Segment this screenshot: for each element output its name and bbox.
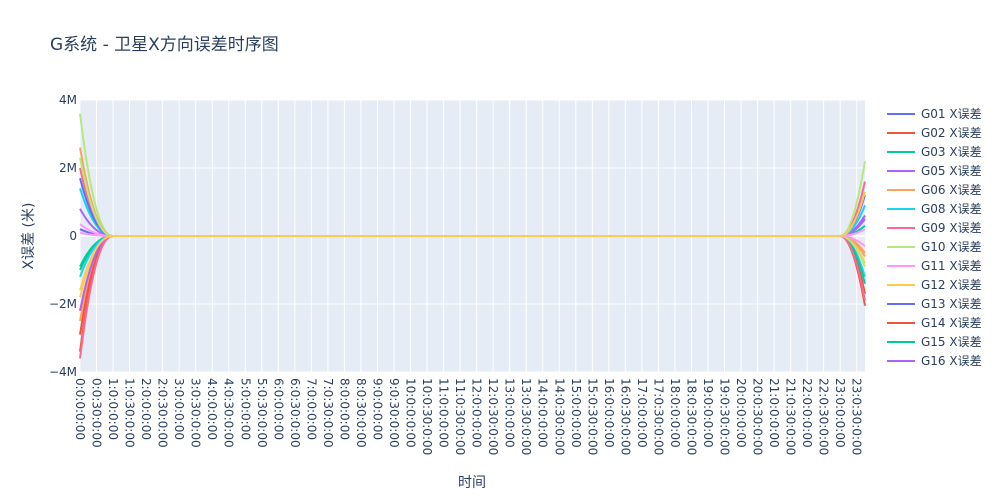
legend-label: G10 X误差 bbox=[921, 240, 982, 254]
x-tick-label: 11:0:0:0:00 bbox=[437, 378, 451, 448]
legend-label: G15 X误差 bbox=[921, 335, 982, 349]
x-tick-label: 11:0:30:0:00 bbox=[453, 378, 467, 455]
x-tick-label: 17:0:0:0:00 bbox=[635, 378, 649, 448]
x-tick-label: 9:0:0:0:00 bbox=[370, 378, 384, 440]
legend-label: G16 X误差 bbox=[921, 354, 982, 368]
x-tick-label: 12:0:30:0:00 bbox=[486, 378, 500, 455]
x-tick-label: 21:0:0:0:00 bbox=[767, 378, 781, 448]
x-tick-label: 13:0:30:0:00 bbox=[519, 378, 533, 455]
x-tick-label: 3:0:0:0:00 bbox=[172, 378, 186, 440]
legend-item[interactable]: G16 X误差 bbox=[887, 354, 982, 368]
x-tick-label: 18:0:30:0:00 bbox=[684, 378, 698, 455]
legend[interactable]: G01 X误差 G02 X误差 G03 X误差 G05 X误差 G06 X误差 G08 X… bbox=[887, 107, 982, 368]
y-axis-title: X误差 (米) bbox=[21, 203, 37, 270]
legend-item[interactable]: G11 X误差 bbox=[887, 259, 982, 273]
legend-item[interactable]: G08 X误差 bbox=[887, 202, 982, 216]
x-tick-label: 4:0:30:0:00 bbox=[222, 378, 236, 448]
legend-label: G12 X误差 bbox=[921, 278, 982, 292]
x-tick-label: 0:0:0:0:00 bbox=[73, 378, 87, 440]
legend-item[interactable]: G06 X误差 bbox=[887, 183, 982, 197]
legend-item[interactable]: G09 X误差 bbox=[887, 221, 982, 235]
x-tick-label: 10:0:30:0:00 bbox=[420, 378, 434, 455]
x-tick-label: 7:0:0:0:00 bbox=[304, 378, 318, 440]
legend-label: G06 X误差 bbox=[921, 183, 982, 197]
x-tick-label: 2:0:0:0:00 bbox=[139, 378, 153, 440]
x-tick-label: 23:0:30:0:00 bbox=[850, 378, 864, 455]
chart-title: G系统 - 卫星X方向误差时序图 bbox=[50, 35, 279, 55]
x-tick-label: 13:0:0:0:00 bbox=[503, 378, 517, 448]
legend-label: G02 X误差 bbox=[921, 126, 982, 140]
series-line-20 bbox=[79, 191, 866, 291]
x-tick-label: 8:0:0:0:00 bbox=[337, 378, 351, 440]
y-tick-label: 0 bbox=[69, 229, 77, 243]
x-tick-label: 6:0:0:0:00 bbox=[271, 378, 285, 440]
x-tick-label: 0:0:30:0:00 bbox=[90, 378, 104, 448]
x-tick-label: 19:0:30:0:00 bbox=[718, 378, 732, 455]
x-tick-label: 14:0:30:0:00 bbox=[552, 378, 566, 455]
legend-item[interactable]: G10 X误差 bbox=[887, 240, 982, 254]
y-tick-labels: 4M 2M 0 −2M −4M bbox=[49, 93, 77, 379]
legend-item[interactable]: G13 X误差 bbox=[887, 297, 982, 311]
legend-item[interactable]: G03 X误差 bbox=[887, 145, 982, 159]
legend-item[interactable]: G14 X误差 bbox=[887, 316, 982, 330]
x-tick-label: 16:0:30:0:00 bbox=[618, 378, 632, 455]
x-tick-label: 5:0:0:0:00 bbox=[238, 378, 252, 440]
x-tick-label: 4:0:0:0:00 bbox=[205, 378, 219, 440]
x-tick-label: 7:0:30:0:00 bbox=[321, 378, 335, 448]
x-tick-label: 8:0:30:0:00 bbox=[354, 378, 368, 448]
series-lines bbox=[79, 113, 866, 359]
x-tick-label: 12:0:0:0:00 bbox=[470, 378, 484, 448]
legend-label: G05 X误差 bbox=[921, 164, 982, 178]
x-tick-label: 15:0:30:0:00 bbox=[585, 378, 599, 455]
legend-item[interactable]: G02 X误差 bbox=[887, 126, 982, 140]
x-tick-label: 15:0:0:0:00 bbox=[569, 378, 583, 448]
x-tick-label: 1:0:30:0:00 bbox=[123, 378, 137, 448]
x-tick-label: 16:0:0:0:00 bbox=[602, 378, 616, 448]
x-tick-label: 22:0:30:0:00 bbox=[817, 378, 831, 455]
legend-label: G03 X误差 bbox=[921, 145, 982, 159]
legend-label: G08 X误差 bbox=[921, 202, 982, 216]
x-axis-title: 时间 bbox=[458, 475, 486, 491]
legend-label: G14 X误差 bbox=[921, 316, 982, 330]
legend-label: G01 X误差 bbox=[921, 107, 982, 121]
legend-item[interactable]: G12 X误差 bbox=[887, 278, 982, 292]
x-tick-label: 10:0:0:0:00 bbox=[404, 378, 418, 448]
x-tick-label: 9:0:30:0:00 bbox=[387, 378, 401, 448]
legend-label: G13 X误差 bbox=[921, 297, 982, 311]
legend-item[interactable]: G01 X误差 bbox=[887, 107, 982, 121]
legend-label: G09 X误差 bbox=[921, 221, 982, 235]
x-tick-label: 17:0:30:0:00 bbox=[651, 378, 665, 455]
x-tick-label: 20:0:30:0:00 bbox=[751, 378, 765, 455]
x-tick-label: 22:0:0:0:00 bbox=[800, 378, 814, 448]
y-tick-label: −4M bbox=[49, 365, 77, 379]
x-tick-label: 2:0:30:0:00 bbox=[156, 378, 170, 448]
y-tick-label: −2M bbox=[49, 297, 77, 311]
y-tick-label: 4M bbox=[59, 93, 77, 107]
x-tick-label: 3:0:30:0:00 bbox=[189, 378, 203, 448]
legend-item[interactable]: G15 X误差 bbox=[887, 335, 982, 349]
x-tick-labels: 0:0:0:0:00 0:0:30:0:00 1:0:0:0:00 1:0:30:0:… bbox=[73, 378, 864, 455]
x-tick-label: 18:0:0:0:00 bbox=[668, 378, 682, 448]
legend-label: G11 X误差 bbox=[921, 259, 982, 273]
legend-item[interactable]: G05 X误差 bbox=[887, 164, 982, 178]
x-tick-label: 20:0:0:0:00 bbox=[734, 378, 748, 448]
x-tick-label: 14:0:0:0:00 bbox=[536, 378, 550, 448]
x-tick-label: 6:0:30:0:00 bbox=[288, 378, 302, 448]
x-tick-label: 21:0:30:0:00 bbox=[784, 378, 798, 455]
x-tick-label: 1:0:0:0:00 bbox=[106, 378, 120, 440]
x-tick-label: 23:0:0:0:00 bbox=[833, 378, 847, 448]
y-tick-label: 2M bbox=[59, 161, 77, 175]
x-tick-label: 19:0:0:0:00 bbox=[701, 378, 715, 448]
x-tick-label: 5:0:30:0:00 bbox=[255, 378, 269, 448]
